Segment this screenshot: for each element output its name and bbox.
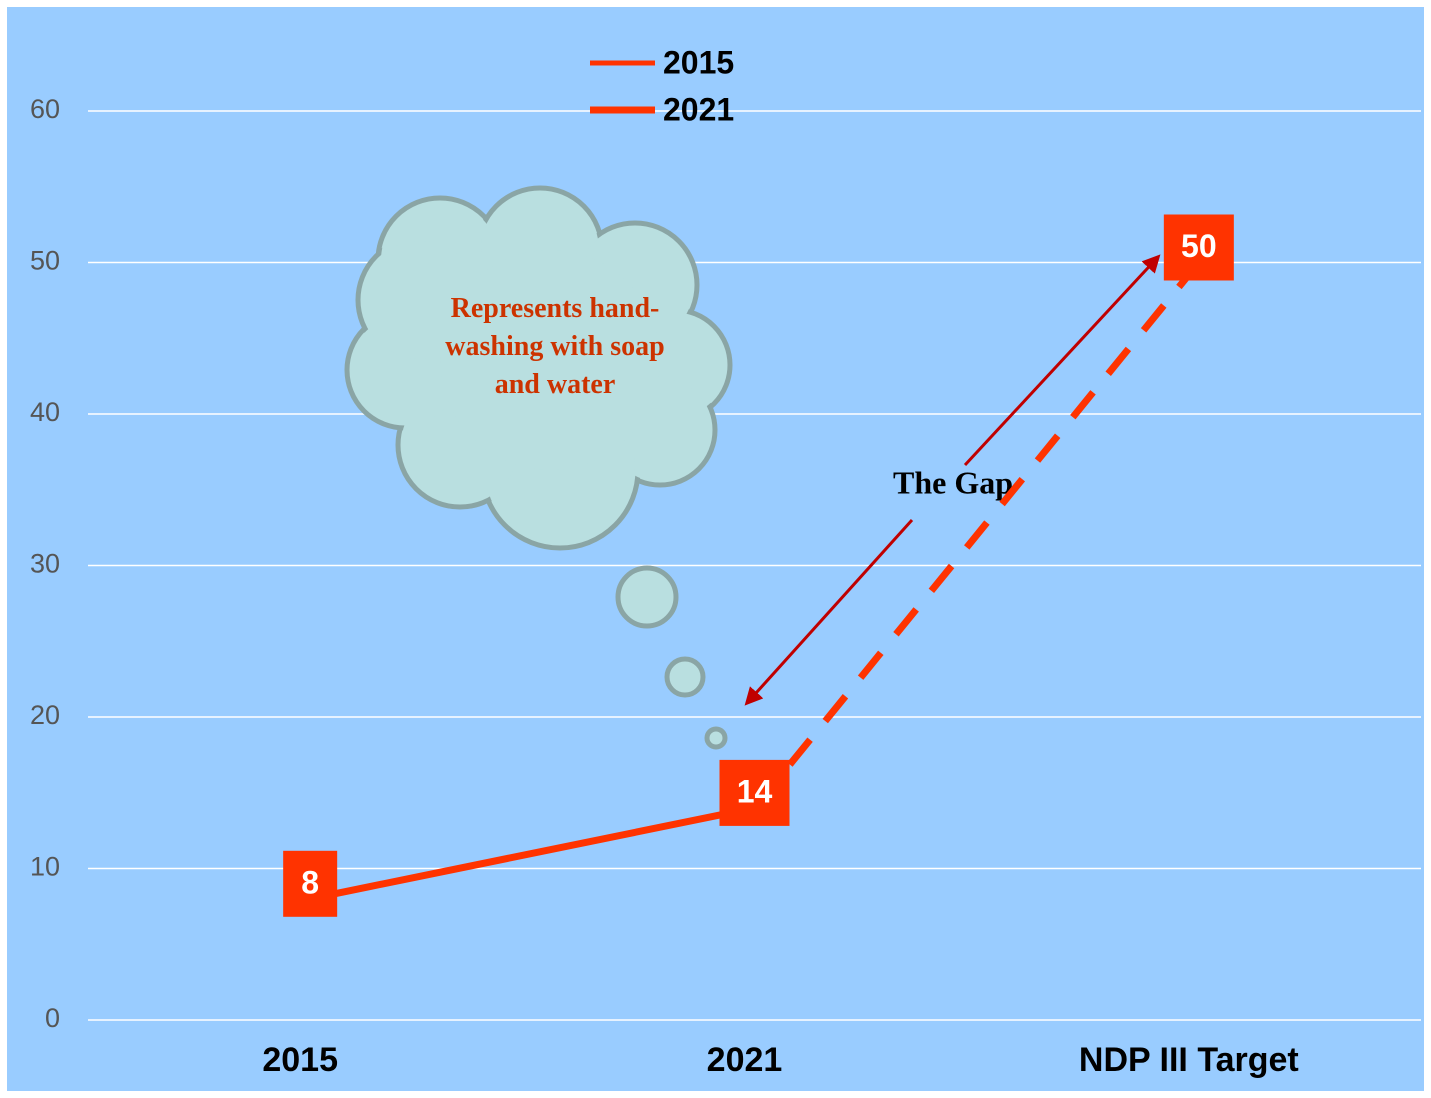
gap-label: The Gap — [893, 464, 1013, 500]
x-tick-label: 2015 — [262, 1041, 338, 1079]
y-tick-label: 10 — [30, 852, 60, 882]
x-tick-label: NDP III Target — [1079, 1041, 1299, 1079]
legend-label: 2021 — [663, 91, 734, 127]
y-tick-label: 0 — [45, 1003, 60, 1033]
data-label: 14 — [737, 773, 773, 809]
data-label: 50 — [1181, 228, 1217, 264]
y-tick-label: 30 — [30, 549, 60, 579]
y-tick-label: 50 — [30, 246, 60, 276]
background — [7, 7, 1424, 1091]
data-label: 8 — [301, 864, 319, 900]
cloud-text-box: Represents hand-washing with soap and wa… — [440, 290, 670, 460]
x-tick-label: 2021 — [707, 1041, 783, 1079]
legend-label: 2015 — [663, 44, 734, 80]
cloud-text: Represents hand-washing with soap and wa… — [440, 290, 670, 404]
chart: 0 10 20 30 40 50 60 2015 2021 NDP III Target Repr… — [0, 0, 1431, 1098]
y-tick-label: 40 — [30, 397, 60, 427]
y-tick-label: 20 — [30, 700, 60, 730]
y-tick-label: 60 — [30, 94, 60, 124]
